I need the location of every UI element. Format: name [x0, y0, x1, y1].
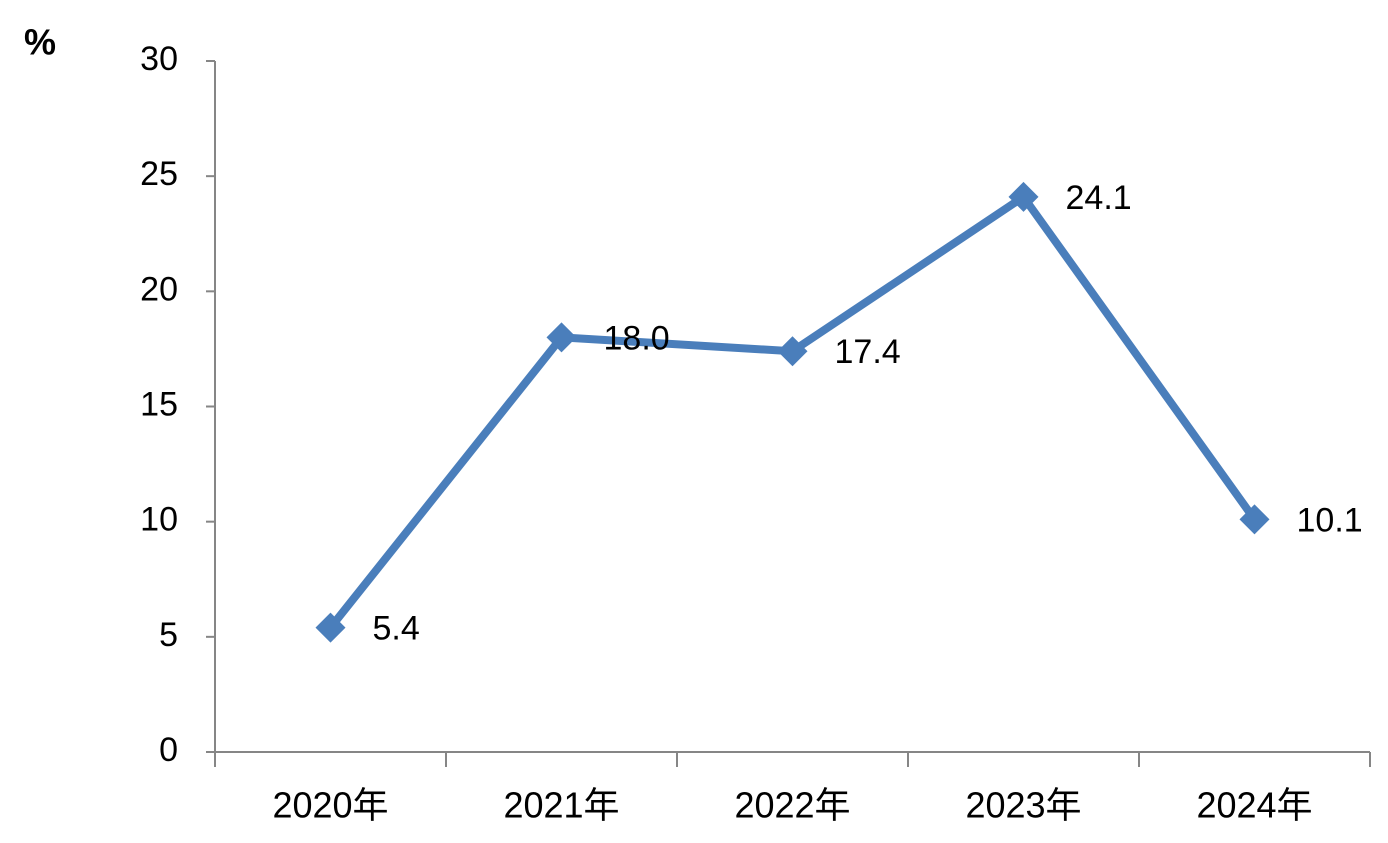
data-label: 5.4	[373, 610, 420, 648]
y-axis-label: %	[24, 22, 56, 63]
data-marker	[315, 612, 346, 643]
data-label: 17.4	[835, 333, 901, 371]
x-tick-label: 2024年	[1196, 785, 1312, 826]
data-marker	[777, 336, 808, 367]
data-marker	[1239, 504, 1270, 535]
x-tick-label: 2023年	[965, 785, 1081, 826]
y-tick-label: 30	[140, 40, 178, 78]
data-label: 18.0	[604, 319, 670, 357]
data-label: 10.1	[1297, 501, 1363, 539]
y-tick-label: 15	[140, 385, 178, 423]
y-tick-label: 25	[140, 155, 178, 193]
y-tick-label: 0	[159, 731, 178, 769]
x-tick-label: 2020年	[272, 785, 388, 826]
y-tick-label: 20	[140, 270, 178, 308]
data-label: 24.1	[1066, 179, 1132, 217]
x-tick-label: 2021年	[503, 785, 619, 826]
data-marker	[1008, 181, 1039, 212]
y-tick-label: 10	[140, 501, 178, 539]
x-tick-label: 2022年	[734, 785, 850, 826]
data-marker	[546, 322, 577, 353]
data-line	[327, 192, 1258, 631]
y-tick-label: 5	[159, 616, 178, 654]
